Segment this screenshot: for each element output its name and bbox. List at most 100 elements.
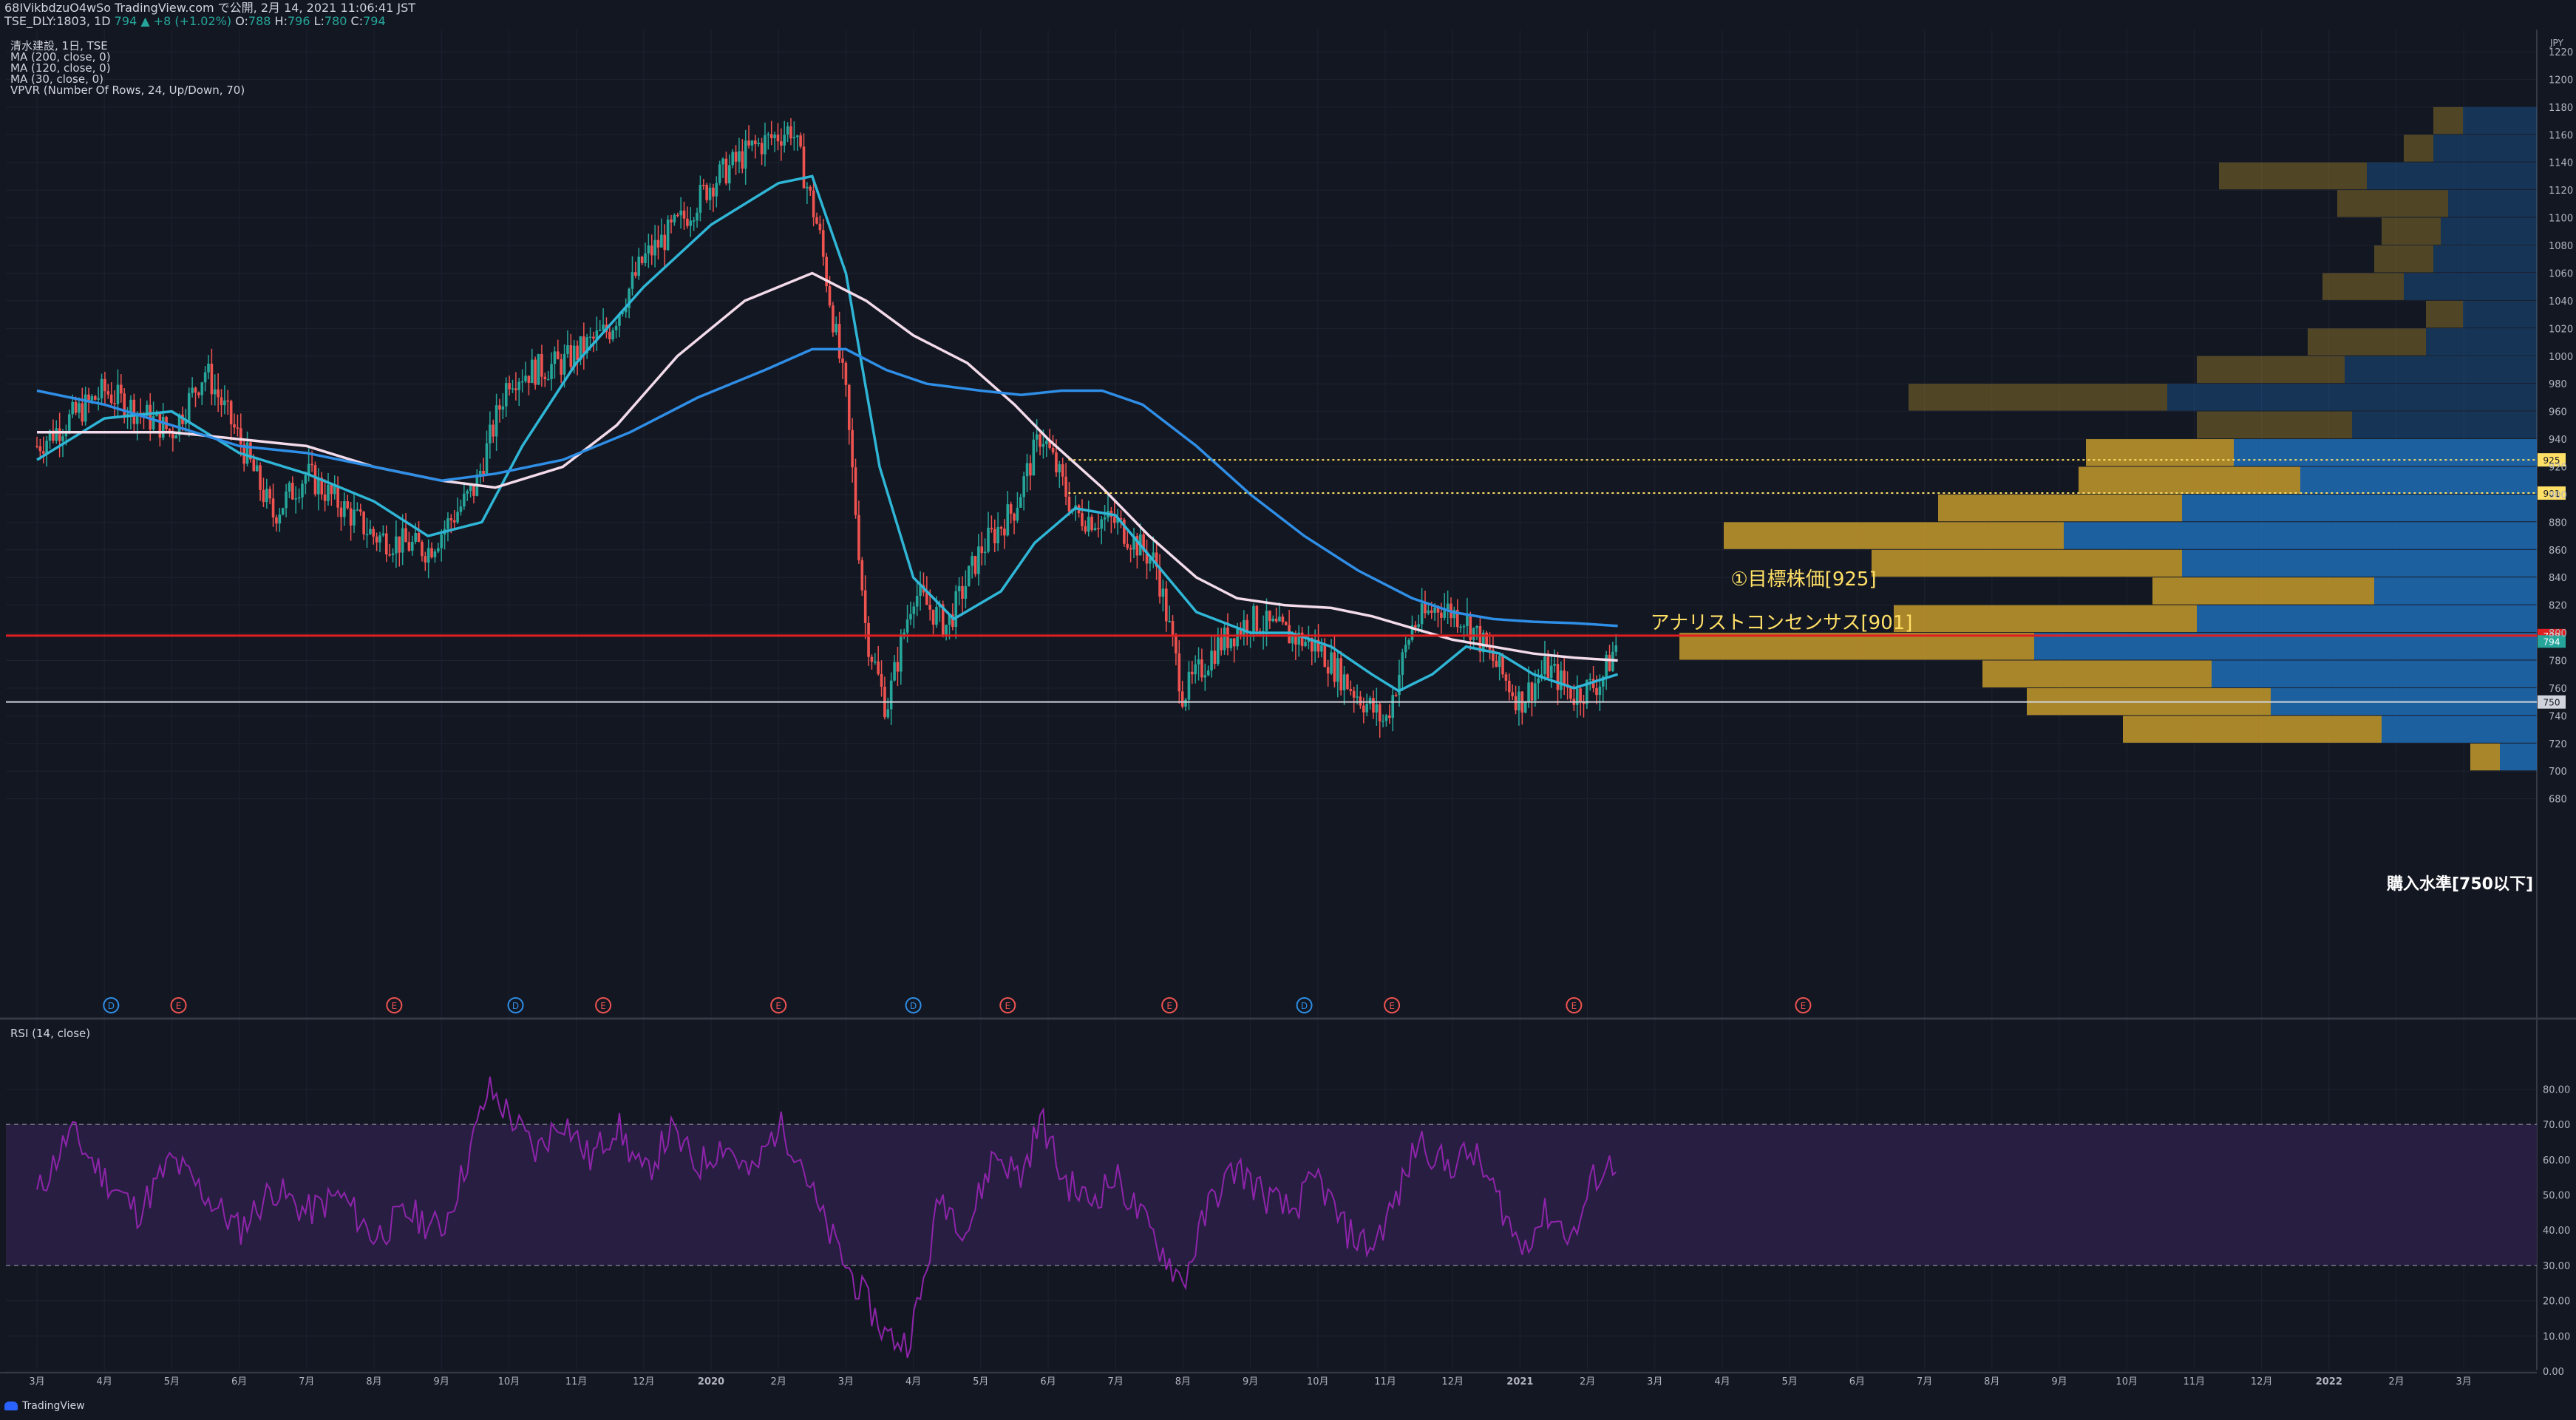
current-price-tag-bg (2538, 635, 2566, 648)
earnings-marker[interactable]: E (595, 997, 612, 1013)
rsi-legend[interactable]: RSI (14, close) (10, 1027, 91, 1040)
candle-body (161, 416, 165, 438)
candle-body (1025, 463, 1029, 477)
candle-body (1430, 610, 1433, 613)
volume-profile-down-bar (2079, 466, 2300, 494)
candle-body (1284, 622, 1288, 625)
price-axis[interactable]: 680 700 720 740 760 780 800 820 840 860 880 900 920 9… (2549, 38, 2573, 806)
price-change: ▲ +8 (+1.02%) (140, 14, 232, 28)
candle-body (715, 183, 718, 197)
candle-body (87, 394, 90, 401)
candle-body (152, 415, 155, 429)
candle-body (511, 388, 514, 390)
candle-body (1588, 679, 1592, 681)
candle-body (1288, 625, 1291, 644)
candle-body (1093, 528, 1097, 531)
candle-body (1492, 649, 1495, 661)
dividend-marker[interactable]: D (905, 997, 922, 1013)
rsi-tick-label: 60.00 (2543, 1155, 2570, 1166)
candle-body (501, 406, 505, 410)
marker-circle (905, 997, 922, 1013)
candle-body (353, 509, 356, 526)
candle-body (255, 465, 259, 472)
candle-body (123, 393, 126, 418)
marker-letter: E (1571, 1001, 1577, 1011)
candle-body (1006, 504, 1010, 536)
candle-body (1339, 658, 1342, 690)
dividend-marker[interactable]: D (103, 997, 120, 1013)
marker-circle (103, 997, 120, 1013)
candle-body (556, 351, 560, 359)
candle-body (459, 506, 463, 512)
candle-body (1433, 607, 1436, 613)
earnings-marker[interactable]: E (770, 997, 787, 1013)
candle-body (961, 585, 964, 599)
candle-body (835, 324, 838, 333)
candle-body (1485, 632, 1488, 647)
price-axis-tag-label: 925 (2543, 455, 2560, 466)
candle-body (171, 431, 174, 439)
candle-body (1019, 497, 1022, 508)
candle-body (184, 421, 188, 424)
legend-symbol[interactable]: 清水建設, 1日, TSE (10, 39, 108, 52)
candle-body (1245, 619, 1249, 633)
price-tick-label: 1180 (2549, 103, 2573, 114)
earnings-marker[interactable]: E (1795, 997, 1812, 1013)
candle-body (1595, 688, 1598, 696)
legend-ma30[interactable]: MA (30, close, 0) (10, 72, 104, 86)
candle-body (520, 381, 524, 383)
legend-ma120[interactable]: MA (120, close, 0) (10, 61, 111, 75)
time-tick-label: 3月 (2456, 1376, 2472, 1387)
volume-profile-down-bar (2123, 716, 2382, 743)
candle-body (81, 403, 84, 422)
candle-body (964, 585, 968, 599)
candle-body (194, 387, 197, 393)
candle-body (799, 135, 802, 147)
candle-body (1187, 671, 1191, 700)
candle-body (712, 187, 715, 197)
candle-body (1349, 689, 1353, 691)
marker-circle (595, 997, 612, 1013)
volume-profile-up-bar (2382, 716, 2537, 743)
dividend-marker[interactable]: D (1296, 997, 1313, 1013)
candle-body (200, 382, 204, 395)
rsi-axis[interactable]: 0.00 10.00 20.00 30.00 40.00 50.00 60.00 70.00 8… (2543, 1084, 2570, 1378)
legend-ma200[interactable]: MA (200, close, 0) (10, 50, 111, 64)
time-axis[interactable]: 3月 4月 5月 6月 7月 8月 9月 10月 11月 12月 2020 2月 3月 4月 5月 6月 7月 8… (29, 1376, 2471, 1387)
time-tick-label: 11月 (565, 1376, 588, 1387)
candle-body (905, 619, 909, 633)
candle-body (1488, 646, 1492, 650)
candle-body (252, 459, 256, 472)
earnings-marker[interactable]: E (1384, 997, 1401, 1013)
candle-body (999, 527, 1003, 529)
candle-body (1003, 529, 1006, 536)
marker-letter: D (108, 1001, 115, 1011)
earnings-marker[interactable]: E (386, 997, 403, 1013)
candle-body (527, 376, 531, 383)
candle-body (1300, 632, 1304, 647)
candle-body (1149, 557, 1152, 564)
earnings-marker[interactable]: E (1566, 997, 1583, 1013)
candle-body (482, 470, 485, 475)
earnings-marker[interactable]: E (999, 997, 1016, 1013)
earnings-marker[interactable]: E (170, 997, 187, 1013)
volume-profile-down-bar (2086, 439, 2234, 466)
dividend-marker[interactable]: D (507, 997, 524, 1013)
candle-body (1495, 660, 1498, 667)
time-tick-label: 5月 (164, 1376, 180, 1387)
candle-body (585, 337, 588, 353)
candle-body (378, 535, 381, 543)
candle-body (485, 443, 489, 475)
candle-body (588, 336, 592, 338)
candle-body (676, 214, 679, 217)
price-tick-label: 940 (2549, 435, 2567, 446)
candle-body (837, 324, 841, 359)
candle-body (741, 151, 744, 169)
candle-body (935, 607, 938, 625)
candle-body (1039, 434, 1041, 447)
earnings-marker[interactable]: E (1161, 997, 1178, 1013)
legend-vpvr[interactable]: VPVR (Number Of Rows, 24, Up/Down, 70) (10, 84, 245, 97)
candle-body (1375, 704, 1379, 713)
candle-body (297, 497, 301, 499)
